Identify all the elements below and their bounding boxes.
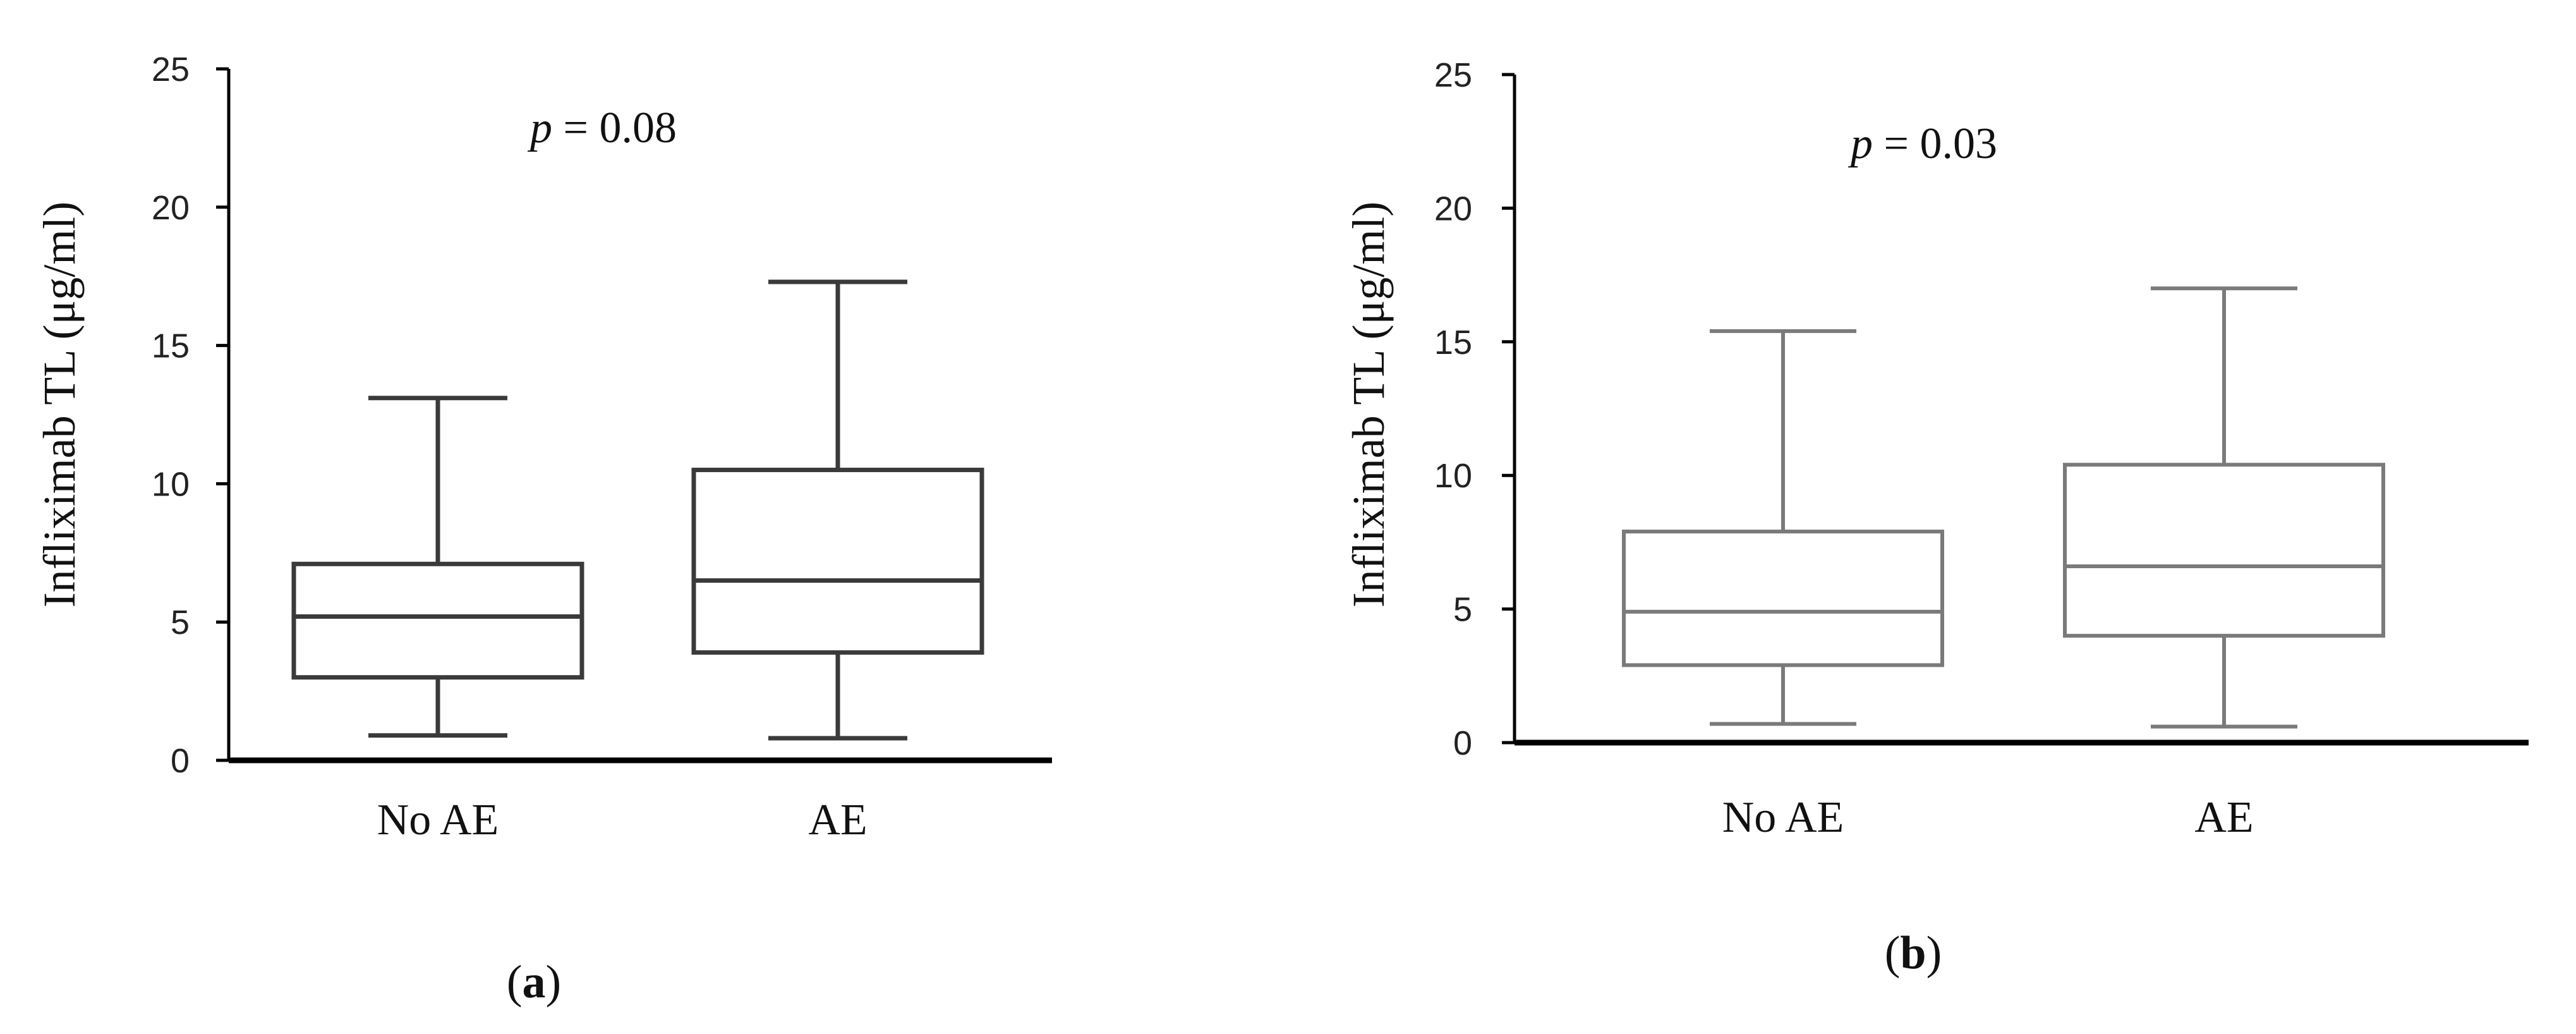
panel-a-y-tick-label: 25 [152,51,190,88]
panel-a-ylabel: Infliximab TL (μg/ml) [34,202,85,607]
iqr-box [691,468,984,655]
panel-b-y-tick-label: 25 [1434,56,1472,94]
panel-a-box-ae [691,279,984,741]
panel-b-label: (b) [1885,927,1942,979]
panel-b-y-tick-label: 5 [1453,591,1472,629]
panel-b-y-tick-label: 0 [1453,724,1472,762]
iqr-box [1622,529,1944,667]
panel-a: Infliximab TL (μg/ml) p = 0.08 (a) 0 5 10 1… [34,51,1052,1008]
panel-a-p-value: = 0.08 [552,104,677,152]
panel-a-p-symbol: p [527,104,552,152]
panel-b-p-annotation: p = 0.03 [1847,119,1997,168]
panel-a-y-tick-label: 20 [152,189,190,227]
panel-b-box-ae [2063,286,2385,729]
panel-b-y-tick-label: 20 [1434,190,1472,228]
panel-b-ylabel: Infliximab TL (μg/ml) [1343,202,1394,607]
panel-a-box-no-ae [291,396,584,738]
panel-b: Infliximab TL (μg/ml) p = 0.03 (b) 0 5 10 1… [1343,56,2529,979]
panel-b-box-no-ae [1622,329,1944,726]
panel-a-y-tick-label: 0 [171,742,190,780]
panel-b-category-label: AE [2194,793,2253,842]
panel-b-y-tick-label: 15 [1434,324,1472,362]
panel-a-y-tick-label: 5 [171,604,190,642]
panel-a-label: (a) [507,956,561,1008]
panel-b-p-symbol: p [1847,119,1873,168]
panel-a-category-label: No AE [377,796,499,844]
panel-b-p-value: = 0.03 [1873,119,1997,168]
panel-a-category-label: AE [808,796,867,844]
panel-b-category-label: No AE [1722,793,1844,842]
panel-a-y-tick-label: 10 [152,465,190,503]
panel-b-y-tick-label: 10 [1434,457,1472,495]
panel-a-y-tick-label: 15 [152,327,190,365]
panel-a-p-annotation: p = 0.08 [527,104,677,152]
iqr-box [291,561,584,680]
iqr-box [2063,463,2385,638]
